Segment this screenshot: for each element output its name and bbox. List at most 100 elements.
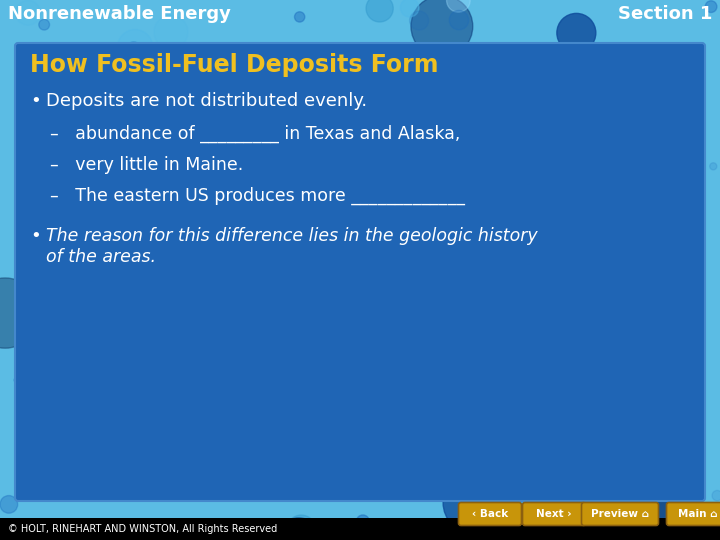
Circle shape <box>366 0 393 22</box>
Circle shape <box>177 245 268 335</box>
Circle shape <box>456 106 529 178</box>
Circle shape <box>0 496 18 513</box>
Circle shape <box>21 85 89 153</box>
Circle shape <box>366 344 423 401</box>
Circle shape <box>175 227 257 309</box>
Circle shape <box>281 166 292 177</box>
Circle shape <box>514 331 593 410</box>
Text: Main ⌂: Main ⌂ <box>678 509 718 519</box>
Circle shape <box>400 0 419 17</box>
Circle shape <box>238 123 243 127</box>
Circle shape <box>647 405 662 420</box>
Text: –   very little in Maine.: – very little in Maine. <box>50 156 243 174</box>
Circle shape <box>593 307 612 326</box>
Circle shape <box>318 269 327 278</box>
Circle shape <box>321 236 325 241</box>
Circle shape <box>477 145 492 160</box>
Text: © HOLT, RINEHART AND WINSTON, All Rights Reserved: © HOLT, RINEHART AND WINSTON, All Rights… <box>8 524 277 534</box>
Circle shape <box>294 12 305 22</box>
Circle shape <box>154 15 188 49</box>
Circle shape <box>589 264 603 278</box>
Circle shape <box>115 341 129 355</box>
Circle shape <box>600 63 613 75</box>
FancyBboxPatch shape <box>582 503 659 525</box>
Text: Nonrenewable Energy: Nonrenewable Energy <box>8 5 231 23</box>
Circle shape <box>442 133 529 221</box>
Circle shape <box>240 106 244 110</box>
Circle shape <box>135 413 201 478</box>
Circle shape <box>651 276 683 308</box>
Circle shape <box>459 237 524 302</box>
Circle shape <box>640 374 654 388</box>
Bar <box>0 518 720 540</box>
Text: The reason for this difference lies in the geologic history
of the areas.: The reason for this difference lies in t… <box>46 227 538 266</box>
Circle shape <box>705 1 717 12</box>
Circle shape <box>505 144 575 214</box>
Circle shape <box>437 305 451 319</box>
Circle shape <box>280 141 365 226</box>
Text: •: • <box>30 92 41 110</box>
Circle shape <box>42 72 116 145</box>
Circle shape <box>379 167 384 173</box>
Circle shape <box>512 78 523 90</box>
Circle shape <box>364 90 403 129</box>
Circle shape <box>410 11 428 30</box>
Circle shape <box>277 518 320 540</box>
Circle shape <box>443 471 505 534</box>
Circle shape <box>521 113 530 123</box>
Text: –   abundance of _________ in Texas and Alaska,: – abundance of _________ in Texas and Al… <box>50 125 460 143</box>
Circle shape <box>630 487 711 540</box>
Circle shape <box>588 219 603 234</box>
Circle shape <box>51 455 80 484</box>
Circle shape <box>467 266 570 368</box>
Text: Next ›: Next › <box>536 509 572 519</box>
Circle shape <box>156 130 163 137</box>
Circle shape <box>507 180 518 191</box>
Text: ‹ Back: ‹ Back <box>472 509 508 519</box>
Circle shape <box>201 376 243 419</box>
Circle shape <box>587 473 606 491</box>
Circle shape <box>444 161 455 172</box>
Circle shape <box>118 319 126 327</box>
Circle shape <box>667 415 674 421</box>
Circle shape <box>369 353 401 384</box>
Circle shape <box>489 516 497 524</box>
Circle shape <box>0 278 40 348</box>
FancyBboxPatch shape <box>459 503 521 525</box>
Circle shape <box>518 427 547 456</box>
Circle shape <box>196 193 249 247</box>
Circle shape <box>452 202 484 234</box>
Circle shape <box>518 497 526 504</box>
Text: Deposits are not distributed evenly.: Deposits are not distributed evenly. <box>46 92 367 110</box>
Circle shape <box>93 281 102 290</box>
Circle shape <box>73 60 178 166</box>
Circle shape <box>334 387 354 407</box>
Circle shape <box>39 19 50 30</box>
Circle shape <box>664 164 686 187</box>
Circle shape <box>552 409 561 418</box>
Circle shape <box>428 417 435 424</box>
Circle shape <box>446 0 470 12</box>
Circle shape <box>579 512 585 519</box>
Circle shape <box>356 515 369 528</box>
Circle shape <box>328 295 338 305</box>
Circle shape <box>631 389 639 397</box>
Circle shape <box>166 138 185 158</box>
Circle shape <box>230 317 248 334</box>
Circle shape <box>636 426 645 435</box>
FancyBboxPatch shape <box>523 503 585 525</box>
Text: Preview ⌂: Preview ⌂ <box>591 509 649 519</box>
Circle shape <box>252 251 346 345</box>
Circle shape <box>415 218 429 232</box>
Circle shape <box>533 474 548 489</box>
Circle shape <box>396 183 413 199</box>
Circle shape <box>84 45 91 52</box>
Circle shape <box>16 1 40 25</box>
Circle shape <box>660 122 699 161</box>
Text: How Fossil-Fuel Deposits Form: How Fossil-Fuel Deposits Form <box>30 53 438 77</box>
Circle shape <box>467 50 484 66</box>
Circle shape <box>159 521 190 540</box>
Circle shape <box>588 472 616 501</box>
Circle shape <box>256 59 267 71</box>
Text: •: • <box>30 227 41 245</box>
